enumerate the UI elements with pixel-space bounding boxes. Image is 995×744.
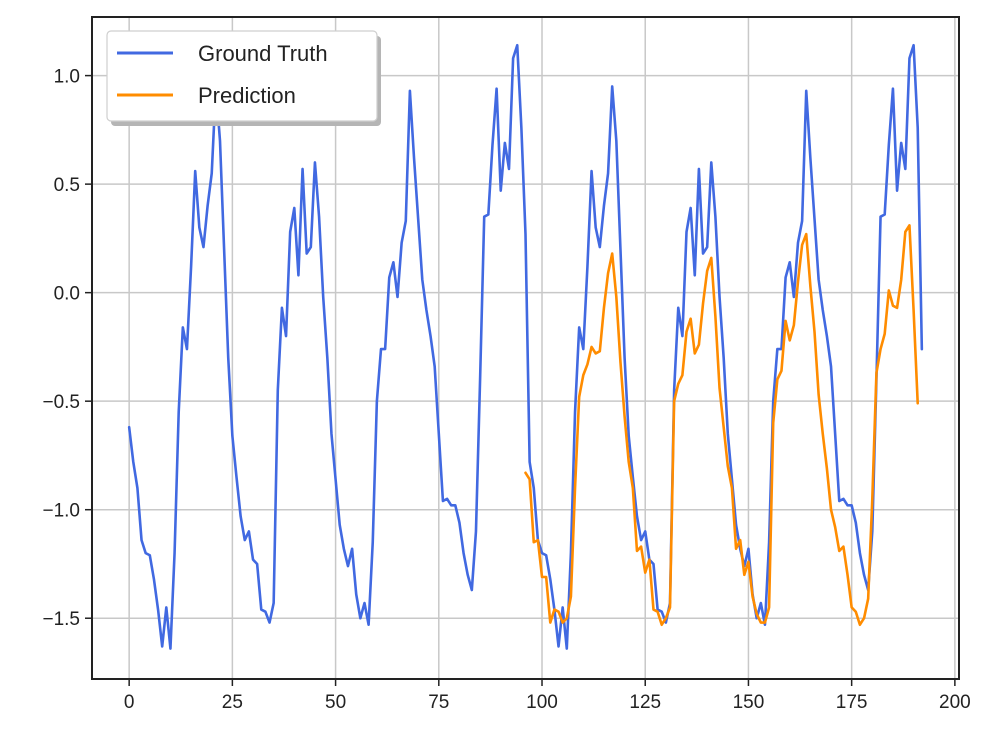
legend-box [106,30,378,122]
series-line-ground-truth [127,43,924,650]
plot-frame [91,16,960,680]
x-tick-label: 175 [836,692,868,713]
y-tick-label: 0.0 [54,284,80,305]
y-tick-label: 0.5 [54,175,80,196]
x-tick-label: 25 [222,692,243,713]
x-tick-label: 200 [939,692,971,713]
y-tick-label: −0.5 [42,392,80,413]
y-axis: −1.5 −1.0 −0.5 0.0 0.5 1.0 [42,67,92,630]
series-line-prediction [524,224,920,627]
x-tick-label: 0 [124,692,135,713]
x-tick-label: 100 [526,692,558,713]
x-tick-label: 125 [629,692,661,713]
y-tick-label: 1.0 [54,67,80,88]
x-axis: 0 25 50 75 100 125 150 175 200 [124,679,971,713]
grid-lines [92,17,959,679]
series-layer [127,43,924,650]
x-tick-label: 50 [325,692,346,713]
legend: Ground Truth Prediction [106,30,381,126]
legend-label-prediction: Prediction [198,83,296,108]
y-tick-label: −1.5 [42,609,80,630]
x-tick-label: 75 [428,692,449,713]
legend-label-ground-truth: Ground Truth [198,41,328,66]
x-tick-label: 150 [733,692,765,713]
y-tick-label: −1.0 [42,501,80,522]
